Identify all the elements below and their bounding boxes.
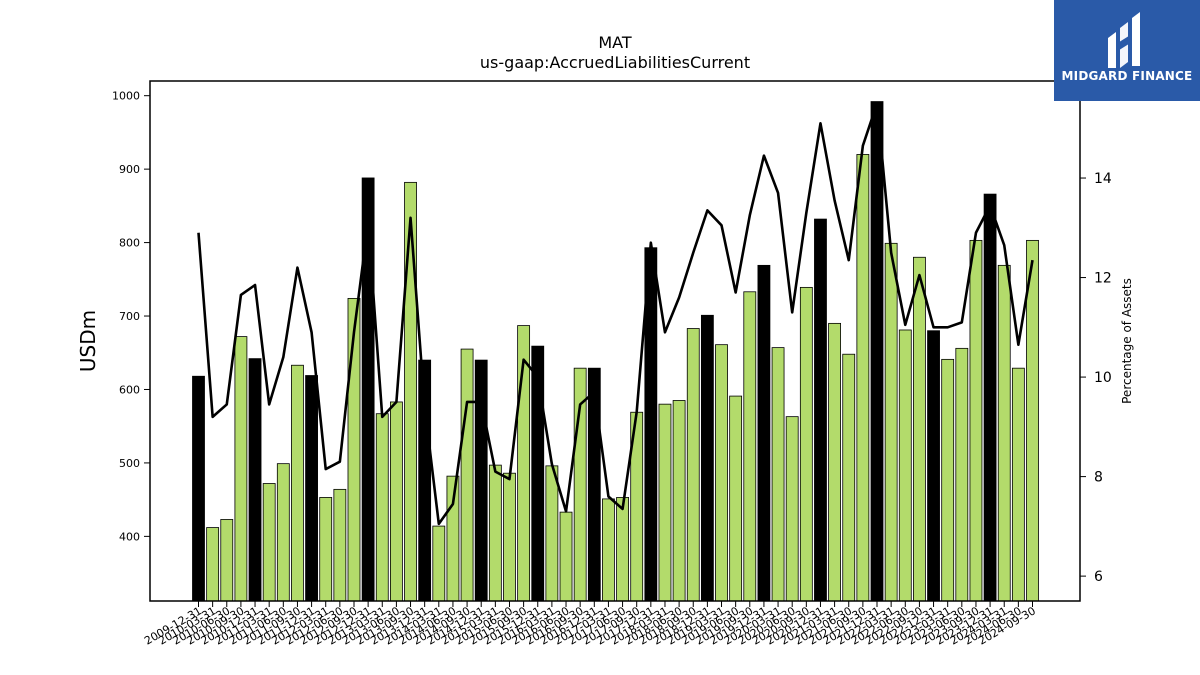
bar-2023-03-31 — [941, 358, 955, 602]
bar-2013-09-30 — [404, 181, 417, 602]
bar-2022-06-30 — [898, 329, 912, 602]
bar-2011-12-31 — [305, 375, 318, 602]
y2-tick-label: 6 — [1094, 569, 1103, 585]
bar-2018-09-30 — [686, 328, 700, 602]
bar-2015-06-30 — [503, 472, 516, 602]
bar-2019-03-31 — [715, 344, 728, 602]
bar-2020-03-31 — [771, 347, 785, 602]
y-tick-label: 600 — [119, 383, 140, 396]
bar-2016-12-31 — [587, 367, 601, 602]
bar-2023-12-31 — [983, 193, 997, 602]
bar-2018-03-31 — [658, 403, 672, 602]
bar-2022-09-30 — [913, 256, 926, 602]
bar-2017-06-30 — [616, 497, 629, 602]
bar-2016-06-30 — [559, 511, 573, 602]
y2-tick-label: 12 — [1094, 271, 1112, 287]
x-axis: 2009-12-312010-03-312010-06-302010-09-30… — [142, 601, 1038, 648]
bar-2022-12-31 — [927, 330, 940, 602]
bar-2024-06-30 — [1011, 367, 1025, 602]
y-axis-right: 6 8 10 12 14 — [1080, 171, 1112, 585]
y2-axis-label: Percentage of Assets — [1120, 278, 1134, 404]
bar-2011-03-31 — [262, 483, 276, 602]
bar-2010-03-31 — [206, 527, 220, 602]
bar-2024-09-30 — [1026, 239, 1039, 602]
bar-2012-03-31 — [319, 497, 333, 602]
bar-2019-06-30 — [729, 395, 743, 602]
bar-2013-03-31 — [375, 413, 389, 602]
bar-2011-06-30 — [276, 463, 290, 602]
bar-2012-12-31 — [361, 177, 375, 602]
bar-2020-12-31 — [814, 218, 827, 602]
y-tick-label: 500 — [119, 457, 140, 470]
bar-2019-09-30 — [743, 291, 757, 602]
y-tick-label: 700 — [119, 310, 140, 323]
bar-2024-03-31 — [997, 264, 1011, 602]
bar-2014-12-31 — [474, 359, 488, 602]
bar-2013-06-30 — [389, 401, 403, 602]
bar-2018-06-30 — [672, 400, 686, 602]
bar-2016-03-31 — [545, 465, 559, 602]
chart-subtitle: us-gaap:AccruedLiabilitiesCurrent — [480, 53, 750, 72]
bar-2014-03-31 — [432, 525, 446, 602]
chart-title: MAT — [598, 33, 632, 52]
y-axis-label: USDm — [76, 310, 100, 372]
bar-2020-06-30 — [785, 416, 799, 602]
bar-2017-03-31 — [602, 498, 615, 602]
bar-2019-12-31 — [757, 264, 771, 602]
bar-2022-03-31 — [884, 242, 898, 602]
y2-tick-label: 10 — [1094, 370, 1112, 386]
bar-2010-12-31 — [248, 358, 262, 602]
y2-tick-label: 8 — [1094, 470, 1103, 486]
bar-2018-12-31 — [700, 314, 714, 602]
bar-2023-06-30 — [955, 347, 969, 602]
y-tick-label: 900 — [119, 163, 140, 176]
bar-2011-09-30 — [291, 364, 304, 602]
bar-2023-09-30 — [969, 239, 983, 602]
bar-2015-03-31 — [488, 464, 502, 602]
brand-logo: MIDGARD FINANCE — [1054, 0, 1200, 101]
y-axis-left: 400 500 600 700 800 900 1000 — [112, 90, 150, 543]
plot-frame — [149, 80, 1081, 602]
bar-2021-06-30 — [842, 353, 856, 602]
y-tick-label: 1000 — [112, 90, 140, 103]
y2-tick-label: 14 — [1094, 171, 1112, 187]
y-tick-label: 800 — [119, 237, 140, 250]
bar-2012-06-30 — [333, 488, 347, 602]
bar-2014-09-30 — [460, 348, 474, 602]
bar-2021-09-30 — [856, 154, 870, 602]
line-percentage-of-assets — [197, 102, 1034, 526]
bar-2020-09-30 — [799, 286, 813, 602]
bar-2009-12-31 — [192, 375, 205, 602]
bar-2021-03-31 — [828, 322, 841, 602]
y-tick-label: 400 — [119, 530, 140, 543]
bar-2021-12-31 — [870, 101, 884, 602]
bar-2010-06-30 — [220, 519, 234, 602]
line-group — [197, 102, 1034, 526]
logo-text: MIDGARD FINANCE — [1061, 69, 1193, 83]
logo-mark-icon — [1108, 12, 1140, 68]
bar-2010-09-30 — [234, 336, 248, 602]
bars-group — [192, 101, 1039, 602]
